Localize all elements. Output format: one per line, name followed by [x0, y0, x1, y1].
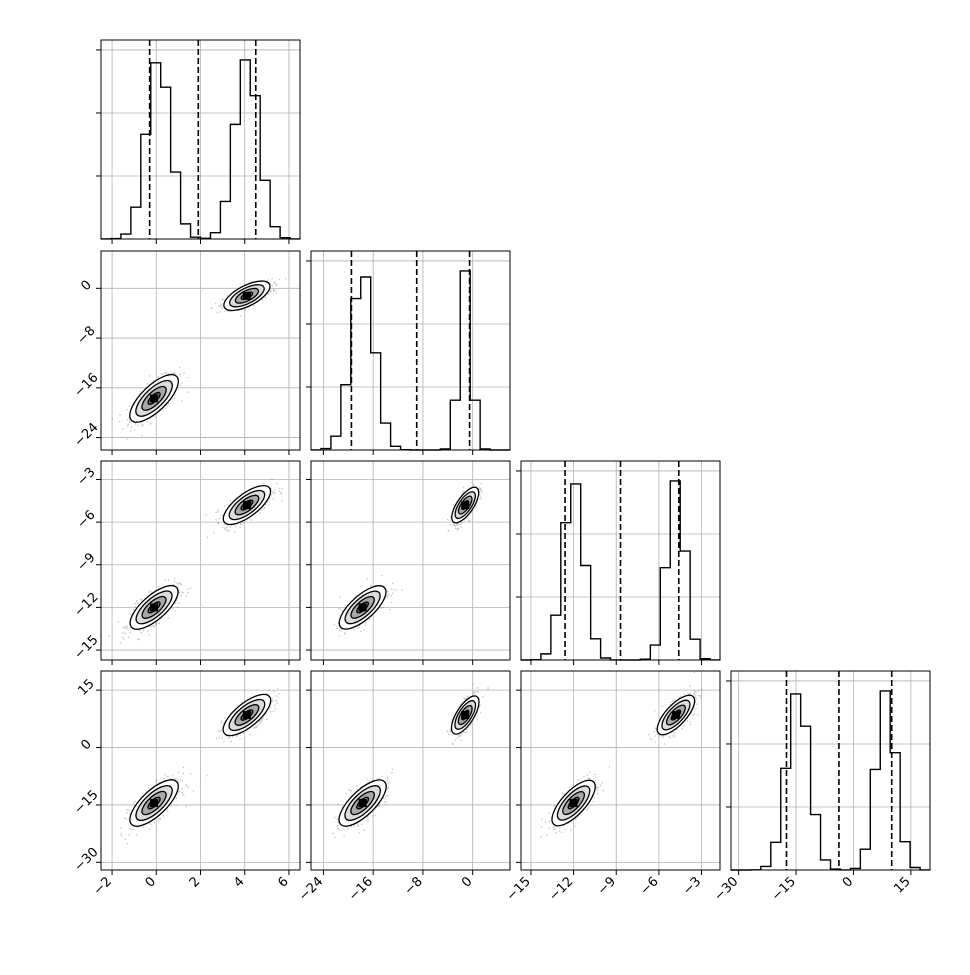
y-tick-label: −16: [72, 370, 102, 400]
x-tick-label: −2: [91, 874, 115, 898]
x-tick-label: −16: [346, 874, 376, 904]
density-peak-0: [150, 603, 159, 612]
histogram-1: [310, 270, 510, 451]
y-tick-label: −24: [72, 420, 102, 450]
x-tick-label: 0: [459, 874, 475, 890]
histogram-0: [100, 59, 301, 240]
x-tick-label: −24: [296, 874, 326, 904]
density-peak-0: [569, 799, 578, 808]
density-peak-1: [461, 501, 470, 510]
y-tick-label: −9: [74, 550, 98, 574]
x-tick-label: 4: [231, 874, 247, 890]
panel-frame: [520, 460, 721, 661]
x-tick-label: −12: [546, 874, 576, 904]
x-tick-label: 6: [275, 874, 291, 890]
y-tick-label: −12: [72, 590, 102, 620]
panel-0-0: [96, 39, 301, 244]
panel-frame: [310, 460, 511, 661]
density-peak-0: [150, 799, 159, 808]
panel-3-2: −15 −12 −9 −6 −3: [504, 670, 721, 904]
panel-2-0: −15 −12 −9 −6 −3: [72, 460, 301, 665]
density-peak-1: [242, 711, 251, 720]
density-peak-0: [358, 799, 367, 808]
panel-3-0: −2 0 2 4 6 −30 −15 0 15: [72, 670, 301, 898]
panel-2-2: [516, 460, 721, 665]
density-peak-1: [242, 501, 251, 510]
y-tick-label: 15: [75, 677, 97, 699]
x-tick-label: −15: [769, 874, 799, 904]
x-tick-label: −30: [711, 874, 741, 904]
y-tick-label: 0: [78, 737, 94, 753]
scatter-points-0: [120, 766, 208, 845]
panel-2-1: [306, 460, 511, 665]
x-tick-label: −8: [402, 874, 426, 898]
x-tick-label: −6: [638, 874, 662, 898]
panel-1-0: −24 −16 −8 0: [72, 250, 301, 455]
x-tick-label: 0: [143, 874, 159, 890]
panel-3-3: −30 −15 0 15: [711, 670, 931, 904]
y-tick-label: −15: [72, 787, 102, 817]
y-tick-label: −15: [72, 633, 102, 663]
panel-frame: [520, 670, 721, 871]
y-tick-label: −8: [74, 324, 98, 348]
panel-frame: [730, 670, 931, 871]
panel-frame: [310, 670, 511, 871]
histogram-3: [731, 690, 931, 871]
x-tick-label: 0: [840, 874, 856, 890]
density-peak-1: [671, 711, 680, 720]
y-tick-label: −3: [74, 465, 98, 489]
panel-1-1: [306, 250, 511, 455]
density-peak-0: [150, 394, 159, 403]
x-tick-label: 15: [891, 874, 913, 896]
y-tick-label: −6: [74, 508, 98, 532]
y-tick-label: 0: [78, 278, 94, 294]
panel-3-1: −24 −16 −8 0: [296, 670, 511, 904]
x-tick-label: 2: [187, 874, 203, 890]
x-tick-label: −9: [595, 874, 619, 898]
panel-frame: [310, 250, 511, 451]
y-tick-label: −30: [72, 845, 102, 875]
density-peak-1: [461, 711, 470, 720]
density-peak-0: [358, 603, 367, 612]
x-tick-label: −15: [504, 874, 534, 904]
x-tick-label: −3: [680, 874, 704, 898]
density-peak-1: [242, 291, 251, 300]
